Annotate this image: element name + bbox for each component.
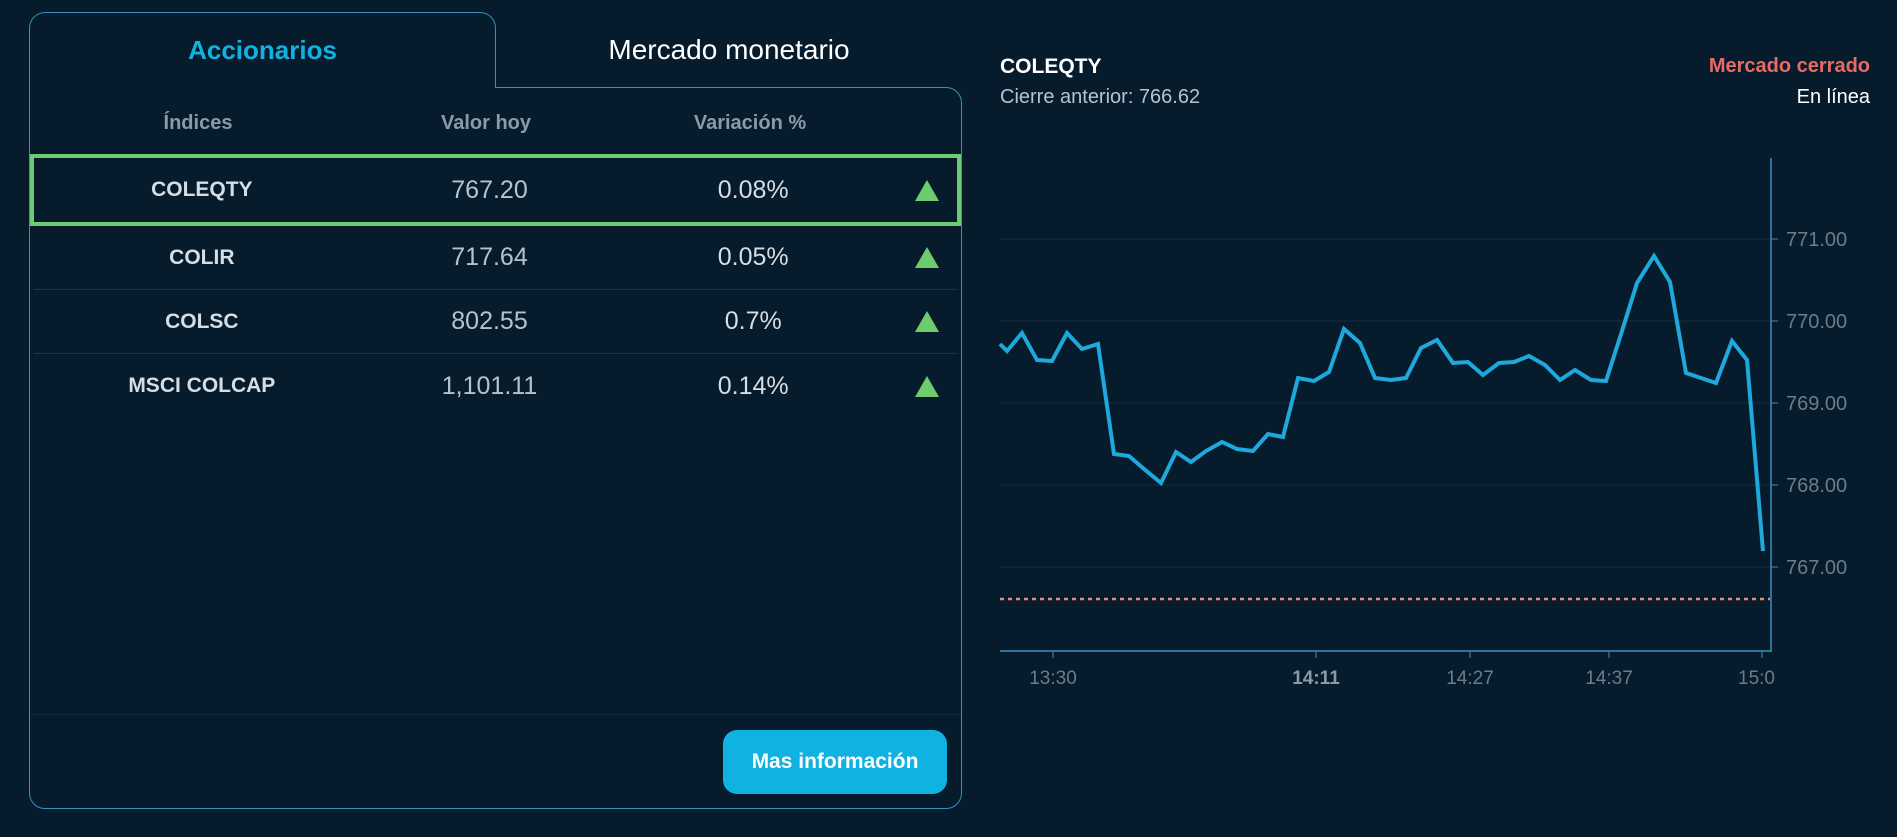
previous-close: Cierre anterior: 766.62 — [1000, 86, 1201, 108]
tab-accionarios[interactable]: Accionarios — [29, 12, 496, 90]
index-name: COLSC — [165, 309, 239, 333]
index-change: 0.05% — [717, 243, 789, 271]
table-row-msci-colcap[interactable]: MSCI COLCAP 1,101.11 0.14% — [34, 354, 957, 418]
header-indices: Índices — [163, 111, 233, 134]
x-tick-label: 15:0 — [1738, 668, 1775, 689]
up-arrow-icon — [915, 179, 940, 201]
index-name: MSCI COLCAP — [128, 374, 276, 397]
y-tick-label: 769.00 — [1786, 393, 1847, 415]
index-change: 0.7% — [724, 307, 782, 335]
index-name: COLEQTY — [151, 178, 253, 201]
x-tick-label: 14:37 — [1585, 668, 1633, 689]
index-change: 0.08% — [717, 175, 789, 204]
tab-accionarios-label: Accionarios — [188, 35, 337, 65]
y-tick-label: 768.00 — [1786, 475, 1847, 497]
mas-informacion-button[interactable]: Mas información — [723, 730, 947, 794]
chart-symbol: COLEQTY — [1000, 55, 1102, 78]
tab-mercado-monetario[interactable]: Mercado monetario — [496, 12, 962, 88]
index-value: 1,101.11 — [441, 371, 538, 400]
index-value: 767.20 — [451, 175, 528, 204]
index-change: 0.14% — [717, 371, 789, 400]
x-tick-label: 14:11 — [1292, 668, 1340, 689]
y-tick-label: 771.00 — [1786, 229, 1847, 251]
header-valor-hoy: Valor hoy — [440, 111, 532, 134]
market-status: Mercado cerrado — [1708, 55, 1870, 77]
up-arrow-icon — [915, 311, 940, 332]
y-tick-label: 770.00 — [1786, 311, 1847, 333]
x-axis-ticks: 13:30 14:11 14:27 14:37 15:0 — [1029, 651, 1775, 689]
price-line — [998, 252, 1765, 552]
gridlines — [1000, 238, 1770, 568]
table-row-colir[interactable]: COLIR 717.64 0.05% — [34, 226, 957, 290]
up-arrow-icon — [915, 375, 940, 397]
chart-panel: COLEQTY Cierre anterior: 766.62 Mercado … — [1000, 50, 1870, 750]
up-arrow-icon — [915, 247, 940, 268]
table-row-coleqty[interactable]: COLEQTY 767.20 0.08% — [30, 154, 961, 226]
x-tick-label: 13:30 — [1029, 668, 1077, 689]
x-tick-label: 14:27 — [1446, 668, 1494, 689]
index-value: 717.64 — [451, 243, 528, 271]
index-name: COLIR — [169, 245, 235, 269]
footer-divider — [30, 714, 961, 715]
indices-panel: Accionarios Mercado monetario Índices Va… — [29, 12, 962, 809]
header-variacion: Variación % — [693, 111, 807, 134]
y-axis-ticks: 771.00 770.00 769.00 768.00 767.00 — [1771, 229, 1847, 579]
tab-mercado-monetario-label: Mercado monetario — [608, 34, 850, 65]
table-header: Índices Valor hoy Variación % — [30, 103, 961, 143]
y-tick-label: 767.00 — [1786, 557, 1847, 579]
table-row-colsc[interactable]: COLSC 802.55 0.7% — [34, 290, 957, 354]
mas-informacion-label: Mas información — [751, 750, 919, 773]
connection-status: En línea — [1796, 86, 1870, 108]
indices-list: COLEQTY 767.20 0.08% COLIR 717.64 0.05% … — [30, 154, 961, 418]
index-value: 802.55 — [451, 307, 528, 335]
indices-table-container: Índices Valor hoy Variación % COLEQTY 76… — [29, 87, 962, 809]
